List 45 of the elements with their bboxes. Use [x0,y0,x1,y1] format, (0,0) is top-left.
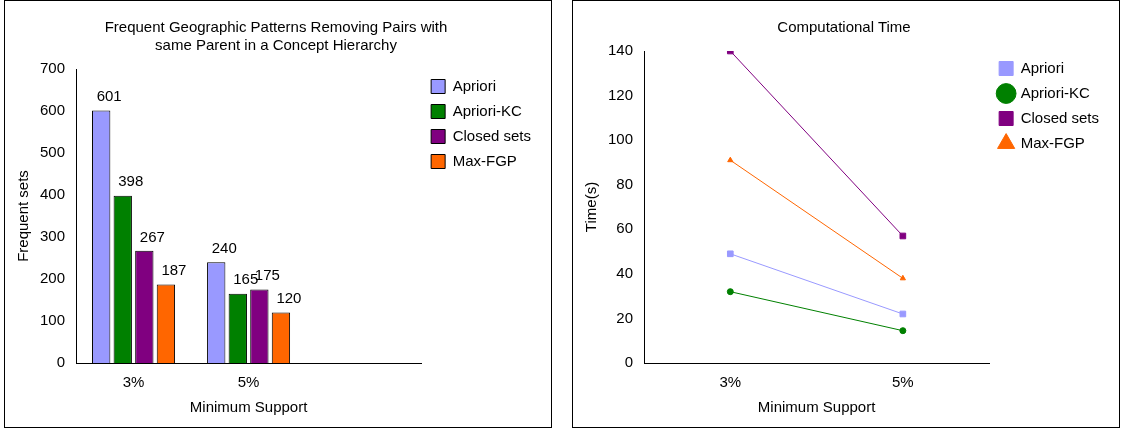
legend-label: Apriori-KC [1020,83,1090,101]
y-axis-title: Frequent sets [14,170,32,262]
y-tick-label: 60 [616,219,634,237]
x-tick-label: 5% [237,373,260,391]
y-tick-label: 400 [40,185,66,203]
point [899,232,907,240]
y-tick-label: 120 [608,85,634,103]
legend-label: Closed sets [452,126,532,144]
y-tick-label: 0 [56,353,66,371]
y-tick-label: 140 [608,41,634,59]
y-tick-label: 300 [40,227,66,245]
y-tick-label: 0 [624,353,634,371]
legend-label: Apriori-KC [452,101,522,119]
data-label: 187 [161,261,187,279]
y-tick-label: 600 [40,101,66,119]
y-tick-label: 40 [616,264,634,281]
y-tick-label: 100 [608,130,634,148]
y-axis-title: Time(s) [582,181,600,233]
y-tick-label: 80 [616,174,634,192]
legend-label: Closed sets [1020,108,1100,126]
x-axis-title: Minimum Support [189,398,309,416]
point [726,250,734,258]
y-tick-label: 700 [40,59,66,77]
data-label: 601 [96,87,122,105]
data-label: 398 [118,172,144,190]
x-tick-label: 3% [122,373,145,391]
y-tick-label: 20 [616,308,634,326]
data-label: 240 [211,238,237,256]
legend-label: Max-FGP [452,151,517,169]
legend-label: Apriori [1020,58,1064,76]
point [726,288,734,296]
y-tick-label: 100 [40,311,66,329]
y-tick-label: 200 [40,269,66,287]
y-tick-label: 500 [40,143,66,161]
data-label: 267 [139,227,165,245]
x-tick-label: 3% [719,373,742,391]
x-tick-label: 5% [892,373,914,391]
point [899,327,907,335]
legend-label: Max-FGP [1020,133,1085,151]
chart-title: Frequent Geographic Patterns Removing Pairs with same Parent in a Concept Hierarchy [104,18,448,54]
legend-label: Apriori [452,76,496,94]
chart-title: Computational Time [777,18,911,36]
point [899,310,907,318]
x-axis-title: Minimum Support [757,398,877,416]
data-label: 120 [276,289,302,307]
